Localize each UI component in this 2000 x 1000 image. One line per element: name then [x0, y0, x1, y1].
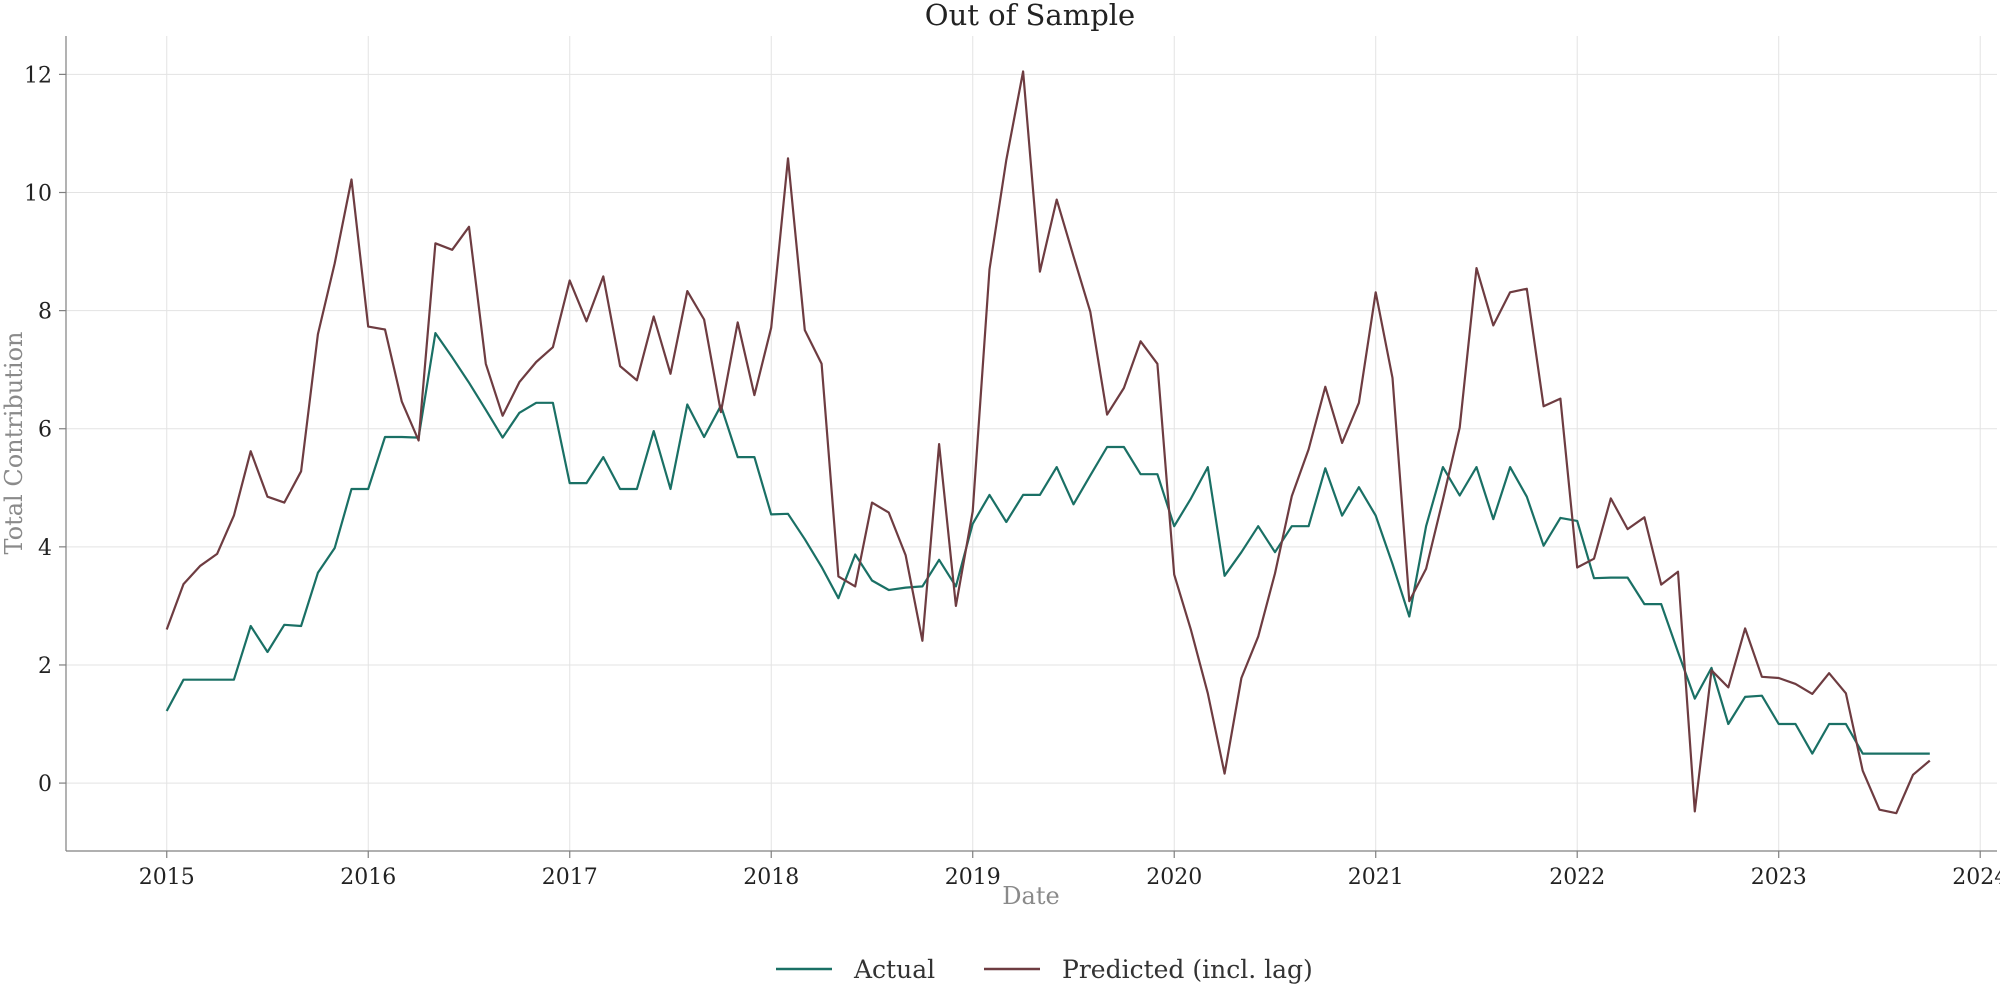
y-tick-label: 6 — [38, 418, 52, 443]
y-tick-label: 10 — [24, 182, 52, 207]
legend-label-actual: Actual — [853, 955, 935, 984]
x-tick-label: 2021 — [1348, 865, 1404, 890]
y-axis-title: Total Contribution — [0, 332, 28, 555]
x-tick-label: 2015 — [139, 865, 195, 890]
x-tick-label: 2019 — [945, 865, 1001, 890]
legend-label-predicted: Predicted (incl. lag) — [1062, 955, 1313, 984]
series-line-predicted-incl-lag — [165, 70, 1931, 815]
x-axis-title: Date — [1002, 882, 1059, 910]
x-tick-label: 2022 — [1549, 865, 1605, 890]
series-layer — [165, 70, 1931, 815]
y-tick-label: 12 — [24, 63, 52, 88]
x-tick-label: 2023 — [1751, 865, 1807, 890]
y-tick-label: 8 — [38, 300, 52, 325]
x-tick-label: 2017 — [542, 865, 598, 890]
y-axis-ticks: 0 2 4 6 8 10 12 — [24, 63, 66, 797]
x-tick-label: 2018 — [743, 865, 799, 890]
series-line-actual — [165, 332, 1930, 755]
y-tick-label: 2 — [38, 654, 52, 679]
x-tick-label: 2020 — [1146, 865, 1202, 890]
y-tick-label: 0 — [38, 772, 52, 797]
chart-title: Out of Sample — [925, 0, 1135, 32]
y-tick-label: 4 — [38, 536, 52, 561]
grid-lines — [66, 36, 1997, 851]
legend: Actual Predicted (incl. lag) — [776, 955, 1313, 984]
x-tick-label: 2016 — [340, 865, 396, 890]
